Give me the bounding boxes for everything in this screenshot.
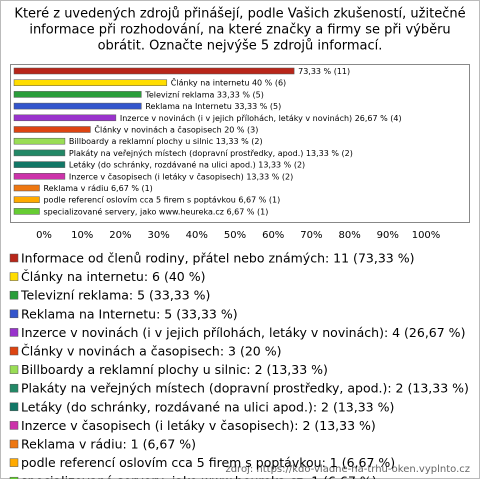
value-label: Letáky (do schránky, rozdávané na ulici … (69, 160, 305, 170)
x-tick-label: 90% (377, 230, 399, 241)
legend-marker (9, 272, 19, 281)
legend-label: podle referencí oslovím cca 5 firem s po… (21, 455, 395, 470)
value-label: Reklama na Internetu 33,33 % (5) (145, 102, 281, 111)
legend-marker (9, 476, 19, 479)
value-label: podle referencí oslovím cca 5 firem s po… (43, 196, 280, 205)
value-label: Plakáty na veřejných místech (dopravní p… (69, 149, 353, 158)
value-label: Reklama v rádiu 6,67 % (1) (43, 184, 152, 193)
x-tick-label: 80% (338, 230, 360, 241)
bar (13, 137, 66, 145)
legend-marker (9, 458, 19, 467)
source: zdroj: https://kdo-vladne-na-trhu-oken.v… (225, 464, 470, 475)
value-label: Billboardy a reklamní plochy u silnic 13… (69, 137, 263, 146)
x-tick-label: 50% (224, 230, 246, 241)
chart-title: Které z uvedených zdrojů přinášejí, podl… (14, 7, 465, 22)
legend-label: specializované servery, jako www.heureka… (21, 474, 377, 479)
legend-label: Reklama v rádiu: 1 (6,67 %) (21, 437, 196, 452)
bar (13, 114, 117, 122)
legend-label: Informace od členů rodiny, přátel nebo z… (21, 251, 414, 266)
chart-title: obrátit. Označte nejvýše 5 zdrojů inform… (98, 39, 383, 54)
legend-marker (9, 328, 19, 337)
legend-marker (9, 365, 19, 374)
chart-title: informace při rozhodování, na které znač… (29, 23, 450, 38)
plot-frame (10, 64, 470, 223)
x-tick-label: 70% (300, 230, 322, 241)
x-tick-label: 60% (262, 230, 284, 241)
legend-label: Články na internetu: 6 (40 %) (21, 269, 205, 284)
bar (13, 126, 91, 133)
value-label: Inzerce v novinách (i v jejich přílohách… (120, 114, 402, 123)
bar (13, 102, 142, 110)
bar (13, 91, 142, 98)
legend-marker (9, 421, 19, 430)
legend-marker (9, 290, 19, 300)
x-tick-label: 20% (109, 230, 131, 241)
legend-marker (9, 309, 19, 319)
legend-label: Inzerce v časopisech (i letáky v časopis… (21, 418, 376, 433)
value-label: Inzerce v časopisech (i letáky v časopis… (69, 171, 293, 181)
value-label: Televizní reklama 33,33 % (5) (144, 90, 264, 99)
legend-marker (9, 439, 19, 449)
bar (13, 79, 168, 86)
bar (13, 208, 40, 215)
bar (13, 184, 40, 192)
bar (13, 161, 66, 168)
x-tick-label: 0% (36, 230, 52, 241)
bar (13, 196, 40, 203)
bar (13, 173, 66, 180)
value-label: Články v novinách a časopisech 20 % (3) (94, 124, 258, 135)
x-tick-label: 100% (412, 230, 441, 241)
value-label: Články na internetu 40 % (6) (171, 77, 286, 88)
x-tick-label: 10% (71, 230, 93, 241)
legend-label: Letáky (do schránky, rozdávané na ulici … (21, 399, 394, 414)
legend-marker (9, 383, 19, 393)
bar (13, 67, 295, 75)
legend-label: Reklama na Internetu: 5 (33,33 %) (21, 306, 238, 321)
legend-label: Inzerce v novinách (i v jejich přílohách… (21, 325, 465, 340)
bar (13, 149, 66, 157)
legend-marker (9, 253, 19, 263)
legend-label: Billboardy a reklamní plochy u silnic: 2… (21, 362, 328, 377)
x-tick-label: 30% (147, 230, 169, 241)
legend-marker (9, 402, 19, 412)
value-label: specializované servery, jako www.heureka… (43, 206, 268, 216)
legend-marker (9, 346, 19, 356)
legend-label: Články v novinách a časopisech: 3 (20 %) (21, 344, 281, 359)
x-tick-label: 40% (186, 230, 208, 241)
legend-label: Televizní reklama: 5 (33,33 %) (20, 288, 210, 303)
value-label: 73,33 % (11) (298, 67, 350, 76)
legend-label: Plakáty na veřejných místech (dopravní p… (21, 381, 469, 396)
